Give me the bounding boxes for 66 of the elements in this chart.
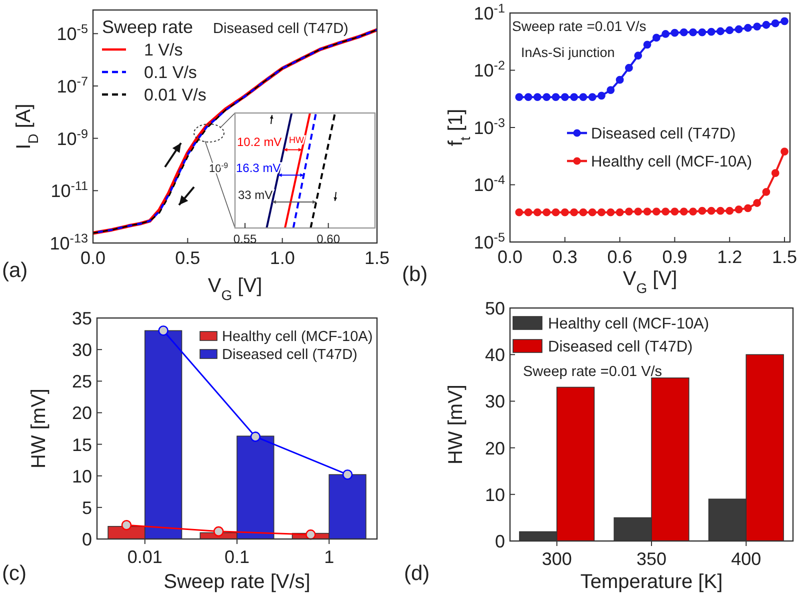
legend-label: 0.01 V/s — [144, 85, 206, 104]
y-tick-label: 10 — [72, 466, 92, 486]
y-tick-label: 20 — [484, 438, 505, 458]
legend-label: Healthy cell (MCF-10A) — [548, 315, 710, 332]
legend-label: 0.1 V/s — [144, 62, 197, 82]
x-tick-label: 300 — [542, 549, 572, 569]
y-tick-label: 0 — [82, 529, 92, 550]
x-tick-label: 1.5 — [772, 247, 798, 267]
x-tick-label: 1 — [324, 547, 334, 567]
x-tick-label: 1.0 — [270, 248, 295, 268]
annotation: Sweep rate =0.01 V/s — [523, 364, 662, 380]
y-tick-label: 5 — [82, 498, 92, 518]
legend-label: Healthy cell (MCF-10A) — [222, 329, 373, 346]
x-tick-label: 0.3 — [552, 247, 578, 267]
y-tick-label: 10 — [484, 484, 505, 505]
y-tick-label: 25 — [72, 372, 92, 392]
text: (a) — [2, 259, 28, 282]
y-tick-label: 0 — [494, 531, 505, 552]
x-tick-label: 350 — [636, 549, 667, 569]
x-tick-label: 400 — [731, 549, 762, 569]
y-tick-label: 30 — [72, 340, 92, 360]
y-tick-label: 10$^{-11}$ — [50, 179, 88, 202]
x-tick-label: 0.6 — [607, 247, 632, 267]
legend-label: Diseased cell (T47D) — [548, 338, 693, 356]
x-tick-label: 1.2 — [717, 247, 742, 267]
y-tick-label: 10$^{-4}$ — [474, 173, 505, 196]
x-tick-label: 1.5 — [364, 248, 390, 268]
y-tick-label: 50 — [484, 298, 505, 318]
x-tick-label: 0.0 — [80, 248, 106, 268]
y-axis-title: HW [mV] — [445, 384, 467, 464]
x-tick-label: 0.9 — [662, 247, 688, 267]
text: (b) — [402, 263, 428, 286]
annotation: InAs-Si junction — [521, 45, 615, 60]
x-axis-title: V$_{G}$ [V] — [622, 268, 678, 296]
y-tick-label: 40 — [484, 345, 505, 366]
y-tick-label: 10$^{-5}$ — [56, 22, 88, 44]
y-axis-title: HW [mV] — [28, 388, 50, 468]
legend-label: 1 V/s — [144, 40, 183, 60]
annotation: 10.2 mV — [237, 135, 282, 149]
x-tick-label: 0.01 — [127, 547, 162, 567]
y-tick-label: 10$^{-3}$ — [474, 116, 505, 138]
y-tick-label: 30 — [484, 392, 505, 412]
legend-label: Healthy cell (MCF-10A) — [591, 153, 752, 170]
y-tick-label: 20 — [72, 403, 92, 424]
y-tick-label: 10$^{-7}$ — [56, 74, 88, 96]
x-axis-title: Sweep rate [V/s] — [164, 571, 310, 593]
text: (c) — [2, 562, 26, 585]
x-tick-label: 0.0 — [497, 247, 523, 267]
y-tick-label: 15 — [72, 434, 92, 455]
x-axis-title: Temperature [K] — [580, 571, 723, 593]
annotation: Diseased cell (T47D) — [213, 21, 348, 37]
y-tick-label: 35 — [72, 308, 92, 328]
x-tick-label: 0.5 — [175, 248, 200, 268]
legend-title: Sweep rate — [102, 16, 194, 37]
annotation: Sweep rate =0.01 V/s — [512, 18, 646, 34]
x-tick-label: 0.60 — [316, 232, 340, 246]
y-tick-label: 10$^{-9}$ — [56, 126, 88, 149]
x-tick-label: 0.1 — [224, 547, 250, 567]
text: (d) — [404, 562, 430, 585]
y-tick-label: 10$^{-1}$ — [474, 1, 505, 24]
legend-label: Diseased cell (T47D) — [222, 347, 358, 364]
x-axis-title: V$_{G}$ [V] — [208, 275, 262, 303]
x-tick-label: 0.55 — [233, 232, 257, 246]
legend-label: Diseased cell (T47D) — [591, 125, 736, 142]
y-tick-label: 10$^{-2}$ — [474, 58, 505, 81]
annotation: 33 mV — [238, 188, 273, 202]
